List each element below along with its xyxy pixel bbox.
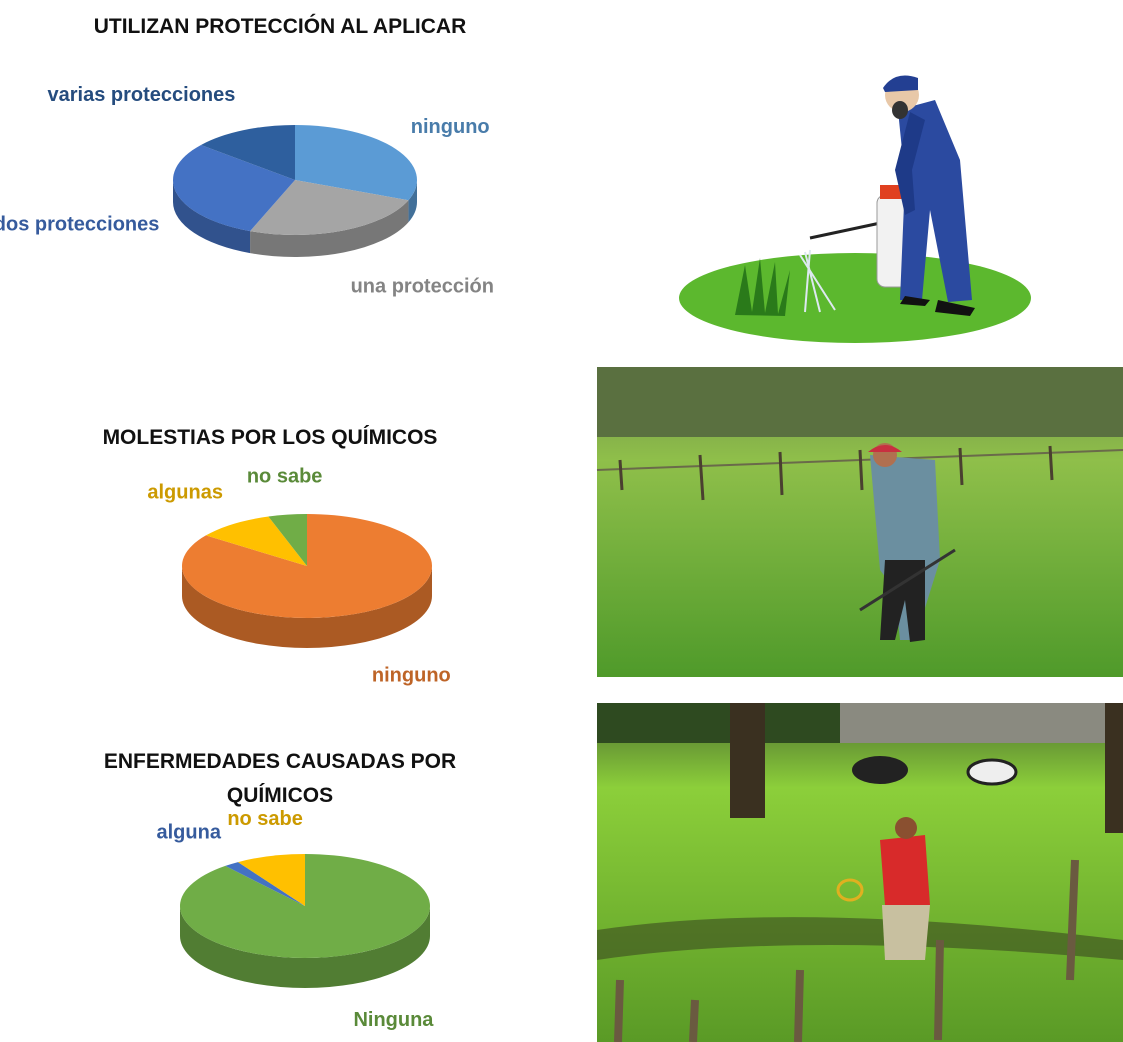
slice-label: ninguno (372, 664, 451, 686)
chart-title: ENFERMEDADES CAUSADAS POR QUÍMICOS (75, 745, 485, 813)
slice-label: varias protecciones (48, 84, 236, 106)
page: ninguno una protección dos protecciones var… (0, 0, 1123, 1042)
pie-chart: ninguno una protección dos protecciones var… (0, 84, 494, 298)
chart-title: UTILIZAN PROTECCIÓN AL APLICAR (70, 10, 490, 44)
photo-field (597, 367, 1123, 677)
slice-label: algunas (147, 481, 223, 503)
slice-label: Ninguna (353, 1009, 434, 1031)
slice-label: ninguno (411, 116, 490, 138)
illustration (679, 76, 1031, 343)
photo-pasture (597, 703, 1123, 1042)
chart: ninguno una protección dos protecciones var… (0, 0, 1123, 1042)
slice-label: una protección (351, 276, 494, 298)
chart-title: MOLESTIAS POR LOS QUÍMICOS (60, 421, 480, 455)
slice-label: no sabe (247, 465, 323, 487)
slice-label: dos protecciones (0, 213, 159, 235)
slice-label: alguna (156, 821, 221, 843)
pie-chart: ninguno algunas no sabe (147, 465, 450, 686)
